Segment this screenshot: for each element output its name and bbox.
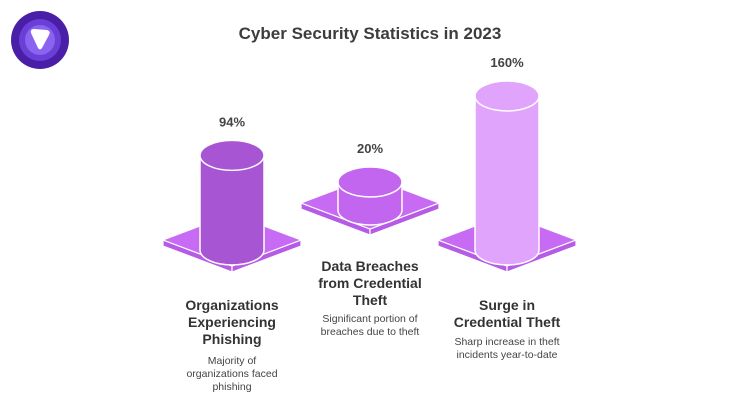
brand-logo-icon: [11, 11, 69, 69]
value-label: 160%: [490, 55, 524, 70]
bar-cylinder-top: [199, 139, 265, 172]
chart-title: Cyber Security Statistics in 2023: [238, 24, 502, 43]
bar-cylinder-top: [337, 166, 403, 198]
value-label: 20%: [357, 141, 383, 156]
bar-cylinder-top: [474, 80, 540, 112]
category-title: Data Breaches from Credential Theft: [318, 258, 422, 308]
bar-cylinder: [474, 95, 540, 266]
category-title: Surge in Credential Theft: [453, 297, 561, 330]
category-title: Organizations Experiencing Phishing: [185, 297, 279, 347]
category-description: Majority of organizations faced phishing: [186, 355, 278, 393]
category-description: Sharp increase in theft incidents year-to…: [454, 336, 560, 361]
bar-cylinder: [199, 154, 265, 266]
category-description: Significant portion of breaches due to th…: [320, 313, 420, 338]
value-label: 94%: [219, 114, 245, 129]
